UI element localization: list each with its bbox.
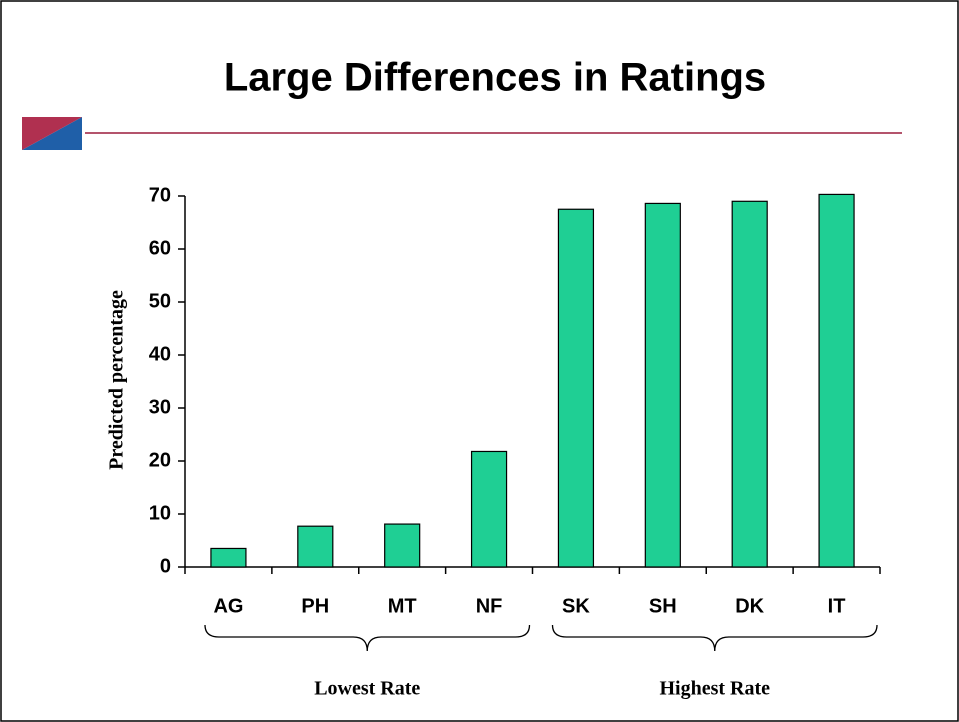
x-tick-label: PH: [301, 595, 329, 617]
bracket: [204, 624, 531, 652]
chart-title: Large Differences in Ratings: [224, 56, 766, 100]
x-tick-label: AG: [213, 595, 243, 617]
bar: [644, 202, 681, 568]
x-tick-label: SH: [649, 595, 677, 617]
y-tick-label: 10: [149, 502, 171, 524]
x-tick-label: MT: [388, 595, 417, 617]
bar: [470, 450, 508, 568]
y-axis-label: Predicted percentage: [106, 290, 128, 470]
y-tick-label: 70: [149, 184, 171, 206]
group-label: Highest Rate: [659, 678, 770, 700]
y-tick-label: 50: [149, 290, 171, 312]
x-tick-label: DK: [735, 595, 764, 617]
bar: [557, 208, 595, 568]
bar: [210, 547, 247, 568]
y-tick-label: 0: [160, 555, 171, 577]
bar: [818, 193, 855, 568]
group-label: Lowest Rate: [314, 678, 420, 700]
bar: [384, 523, 421, 568]
x-tick-label: IT: [828, 595, 846, 617]
y-tick-label: 40: [149, 343, 171, 365]
bracket: [551, 624, 878, 652]
y-tick-label: 60: [149, 237, 171, 259]
bar: [297, 525, 334, 568]
y-tick-label: 30: [149, 396, 171, 418]
title-icon: [22, 117, 82, 150]
x-tick-label: SK: [562, 595, 590, 617]
y-tick-label: 20: [149, 449, 171, 471]
bar: [731, 200, 768, 568]
x-tick-label: NF: [476, 595, 503, 617]
